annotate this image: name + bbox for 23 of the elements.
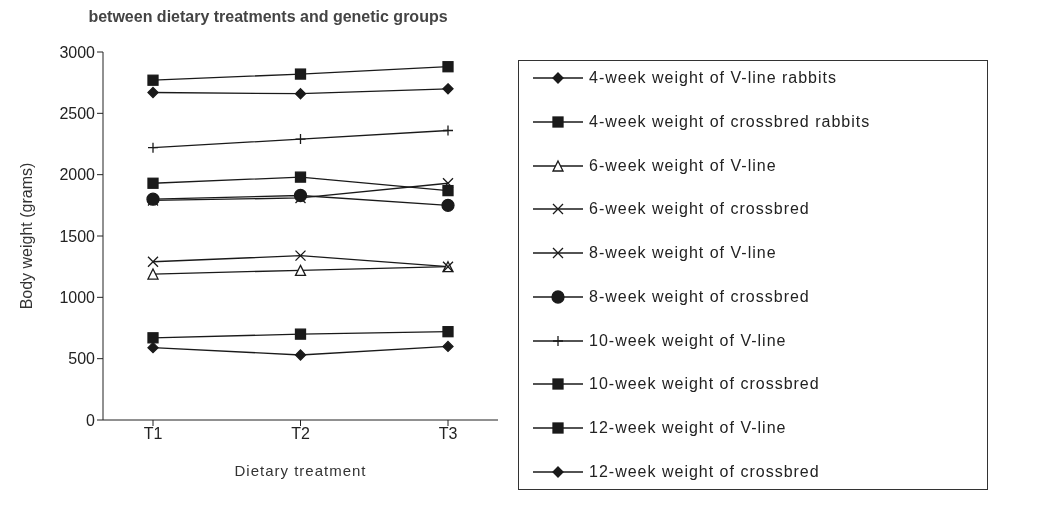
x-axis-title: Dietary treatment <box>234 462 367 479</box>
legend-label: 8-week weight of crossbred <box>589 287 810 306</box>
legend-label: 4-week weight of crossbred rabbits <box>589 112 871 131</box>
y-tick-label: 500 <box>68 350 96 368</box>
chart-title: between dietary treatments and genetic groups <box>87 8 449 27</box>
x-tick-label: T1 <box>143 425 163 443</box>
legend-label: 10-week weight of V-line <box>589 331 787 350</box>
y-axis-title: Body weight (grams) <box>17 162 35 310</box>
y-tick-label: 0 <box>86 411 96 429</box>
y-tick-label: 2000 <box>59 166 96 184</box>
legend-label: 8-week weight of V-line <box>589 244 777 263</box>
legend-label: 12-week weight of V-line <box>589 419 787 438</box>
legend-label: 6-week weight of V-line <box>589 156 777 175</box>
legend-label: 4-week weight of V-line rabbits <box>589 69 837 87</box>
y-tick-label: 3000 <box>59 43 96 61</box>
legend-label: 6-week weight of crossbred <box>589 200 810 219</box>
y-tick-label: 1000 <box>59 289 96 307</box>
x-tick-label: T3 <box>438 425 458 443</box>
y-tick-label: 1500 <box>59 227 96 245</box>
legend-label: 12-week weight of crossbred <box>589 462 820 481</box>
x-tick-label: T2 <box>291 425 310 443</box>
legend-label: 10-week weight of crossbred <box>589 375 820 394</box>
y-tick-label: 2500 <box>59 105 96 123</box>
